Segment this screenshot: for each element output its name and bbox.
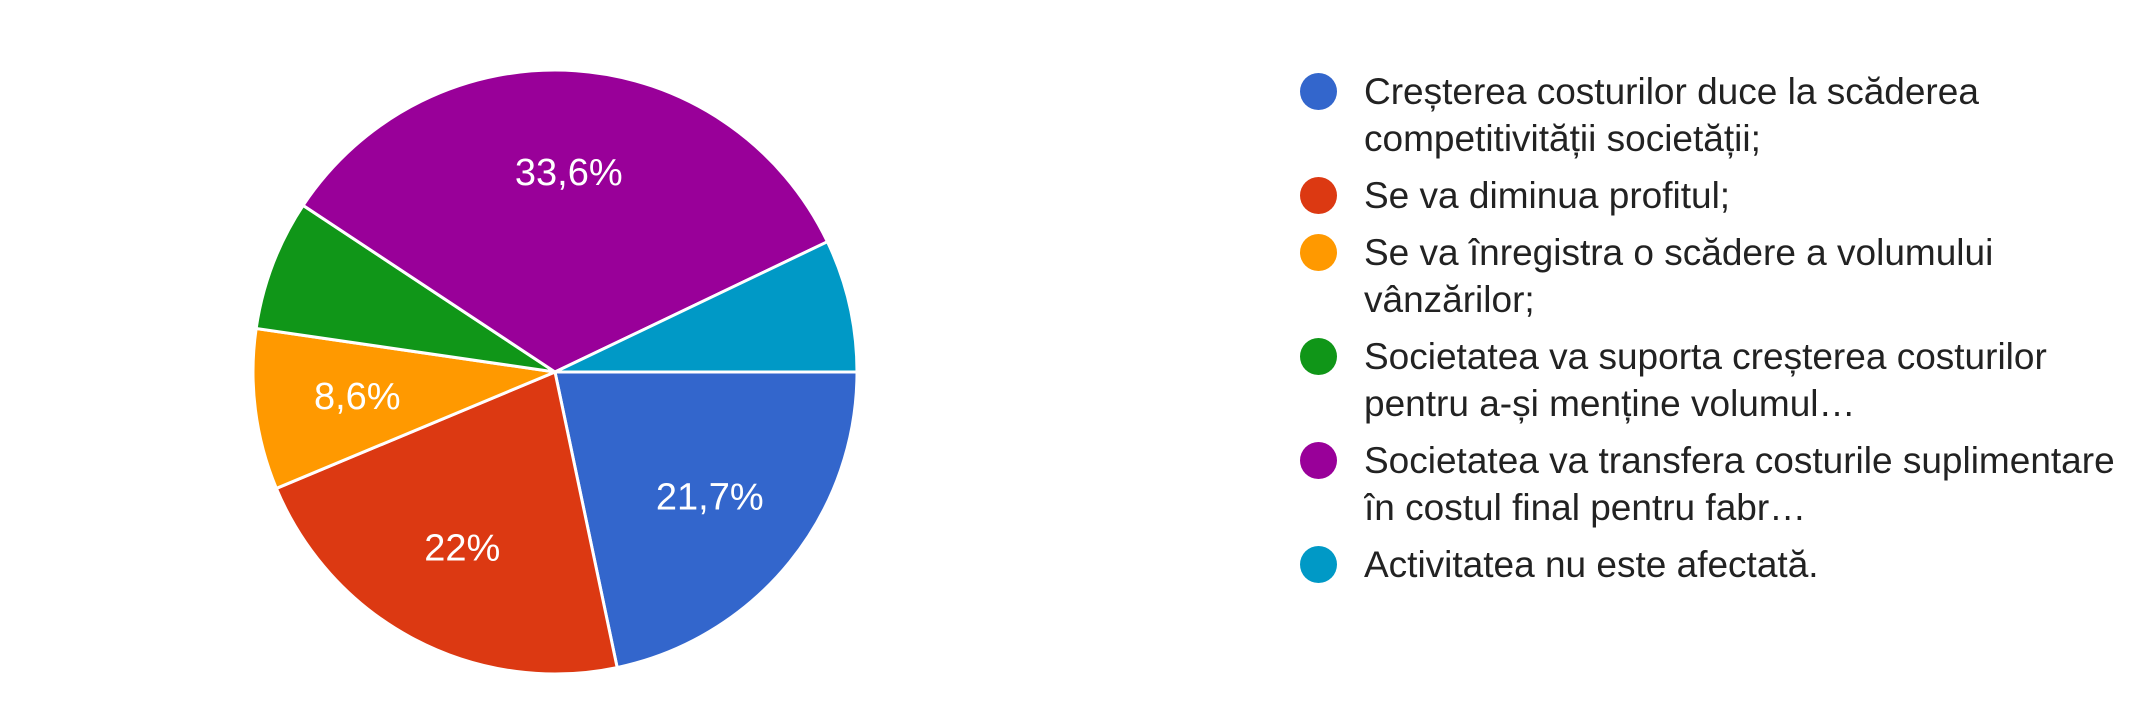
legend-swatch — [1300, 177, 1337, 214]
legend-label: Se va diminua profitul; — [1364, 175, 1731, 216]
legend-label: Creșterea costurilor duce la scăderea co… — [1364, 71, 1979, 159]
pie-slices — [251, 68, 859, 676]
pie-slice[interactable] — [301, 68, 830, 374]
legend-item[interactable]: Societatea va transfera costurile suplim… — [1300, 437, 2120, 531]
legend-item[interactable]: Societatea va suporta creșterea costuril… — [1300, 333, 2120, 427]
slice-data-label: 8,6% — [314, 376, 401, 418]
legend-swatch — [1300, 442, 1337, 479]
legend-item[interactable]: Se va înregistra o scădere a volumului v… — [1300, 229, 2120, 323]
pie-labels: 21,7% 22% 8,6% 33,6% — [314, 152, 764, 569]
pie-slice[interactable] — [553, 370, 859, 670]
legend-label: Societatea va transfera costurile suplim… — [1364, 440, 2115, 528]
legend-label: Activitatea nu este afectată. — [1364, 544, 1819, 585]
legend-swatch — [1300, 73, 1337, 110]
legend-item[interactable]: Activitatea nu este afectată. — [1300, 541, 2120, 588]
slice-data-label: 21,7% — [656, 477, 764, 519]
legend-swatch — [1300, 234, 1337, 271]
legend-label: Societatea va suporta creșterea costuril… — [1364, 336, 2047, 424]
pie-slice[interactable] — [274, 369, 619, 676]
chart-legend: Creșterea costurilor duce la scăderea co… — [1300, 68, 2120, 598]
legend-item[interactable]: Creșterea costurilor duce la scăderea co… — [1300, 68, 2120, 162]
legend-swatch — [1300, 338, 1337, 375]
pie-slice[interactable] — [554, 239, 859, 374]
legend-label: Se va înregistra o scădere a volumului v… — [1364, 232, 1994, 320]
legend-swatch — [1300, 546, 1337, 583]
pie-slice[interactable] — [254, 203, 556, 374]
slice-data-label: 33,6% — [515, 152, 623, 194]
slice-data-label: 22% — [424, 527, 500, 569]
legend-item[interactable]: Se va diminua profitul; — [1300, 172, 2120, 219]
pie-slice[interactable] — [251, 326, 561, 491]
